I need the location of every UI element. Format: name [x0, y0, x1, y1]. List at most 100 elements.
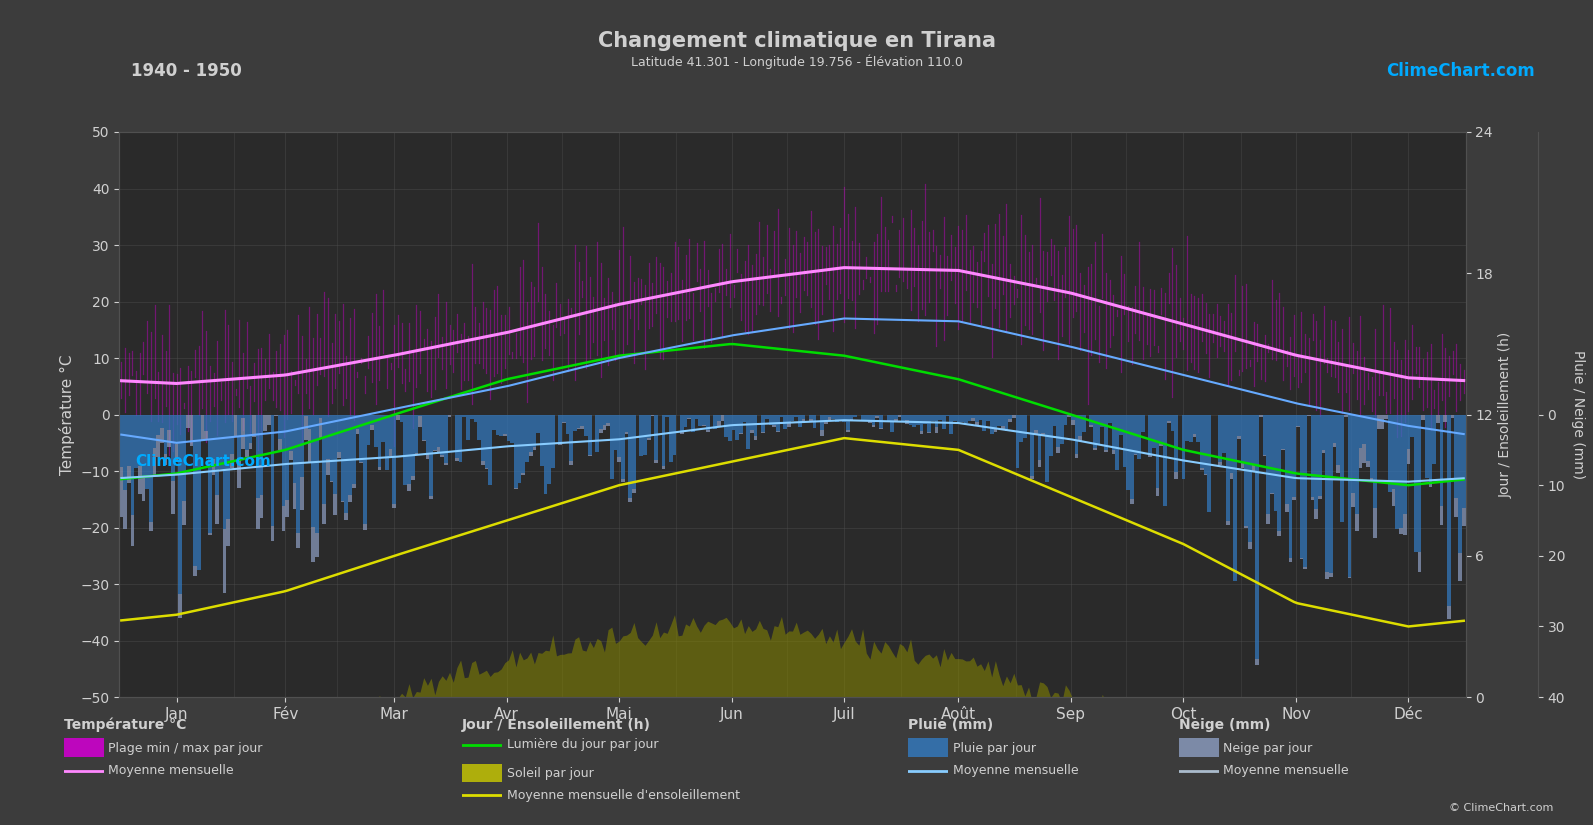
Bar	[1027, 414, 1031, 416]
Bar	[1056, 414, 1059, 447]
Bar	[355, 429, 358, 434]
Bar	[204, 431, 209, 441]
Bar	[827, 417, 832, 420]
Bar	[1317, 496, 1322, 499]
Bar	[1152, 414, 1157, 448]
Bar	[1034, 431, 1037, 435]
Bar	[1118, 414, 1123, 435]
Bar	[1244, 414, 1247, 526]
Bar	[1075, 454, 1078, 458]
Bar	[408, 484, 411, 491]
Bar	[824, 414, 827, 422]
Bar	[624, 432, 628, 434]
Bar	[868, 414, 871, 421]
Bar	[801, 414, 806, 419]
Bar	[1421, 414, 1426, 421]
Bar	[860, 414, 865, 421]
Y-axis label: Jour / Ensoleillement (h): Jour / Ensoleillement (h)	[1499, 332, 1513, 497]
Bar	[1258, 414, 1263, 417]
Bar	[537, 414, 540, 432]
Bar	[717, 422, 720, 426]
Bar	[1090, 426, 1093, 427]
Bar	[1381, 414, 1384, 429]
Bar	[123, 414, 127, 490]
Bar	[226, 519, 229, 545]
Bar	[585, 414, 588, 436]
Bar	[1322, 450, 1325, 453]
Bar	[919, 414, 924, 431]
Bar	[820, 414, 824, 430]
Bar	[916, 414, 919, 425]
Bar	[935, 427, 938, 432]
Bar	[1005, 414, 1008, 430]
Bar	[703, 414, 706, 425]
Bar	[1075, 414, 1078, 454]
Bar	[558, 414, 562, 443]
Bar	[989, 414, 994, 434]
Bar	[315, 414, 319, 533]
Bar	[1008, 419, 1012, 422]
Bar	[628, 497, 632, 502]
Bar	[1016, 414, 1020, 468]
Bar	[894, 414, 897, 419]
Bar	[602, 414, 607, 425]
Bar	[311, 526, 315, 562]
Bar	[249, 442, 252, 449]
Bar	[164, 455, 167, 464]
Bar	[470, 414, 473, 419]
Bar	[319, 418, 322, 439]
Bar	[1134, 414, 1137, 454]
Bar	[1134, 454, 1137, 455]
Bar	[750, 414, 753, 431]
Bar	[577, 427, 580, 429]
Bar	[245, 414, 249, 450]
Bar	[299, 477, 304, 510]
Bar	[212, 414, 215, 460]
Bar	[1104, 414, 1107, 450]
Bar	[725, 414, 728, 436]
Bar	[1112, 414, 1115, 450]
Bar	[1045, 414, 1048, 482]
Bar	[795, 414, 798, 417]
Bar	[717, 414, 720, 422]
Bar	[776, 414, 779, 431]
Bar	[366, 414, 370, 446]
Bar	[812, 414, 817, 427]
Bar	[742, 414, 747, 422]
Bar	[765, 414, 768, 419]
Bar	[573, 414, 577, 431]
Bar	[226, 414, 229, 519]
Bar	[1174, 472, 1177, 479]
Bar	[868, 421, 871, 422]
Bar	[994, 414, 997, 428]
Bar	[1292, 497, 1297, 500]
Bar	[1311, 414, 1314, 497]
Bar	[854, 414, 857, 417]
Bar	[142, 476, 145, 501]
Bar	[964, 414, 967, 423]
Bar	[1236, 436, 1241, 439]
Bar	[849, 414, 854, 418]
Bar	[521, 473, 526, 475]
Bar	[1454, 498, 1458, 517]
Bar	[1446, 414, 1451, 606]
Bar	[824, 422, 827, 424]
Bar	[577, 414, 580, 427]
Bar	[478, 414, 481, 440]
Bar	[935, 414, 938, 427]
Bar	[304, 416, 307, 441]
Bar	[632, 489, 636, 493]
Bar	[879, 414, 883, 427]
Bar	[994, 428, 997, 431]
Text: Plage min / max par jour: Plage min / max par jour	[108, 742, 263, 755]
Bar	[706, 414, 709, 430]
Bar	[846, 430, 849, 432]
Bar	[1407, 414, 1410, 449]
Bar	[322, 414, 327, 504]
Bar	[1236, 414, 1241, 436]
Bar	[153, 447, 156, 474]
Bar	[1322, 414, 1325, 450]
Bar	[156, 435, 159, 457]
Bar	[1278, 414, 1281, 531]
Bar	[307, 414, 311, 429]
